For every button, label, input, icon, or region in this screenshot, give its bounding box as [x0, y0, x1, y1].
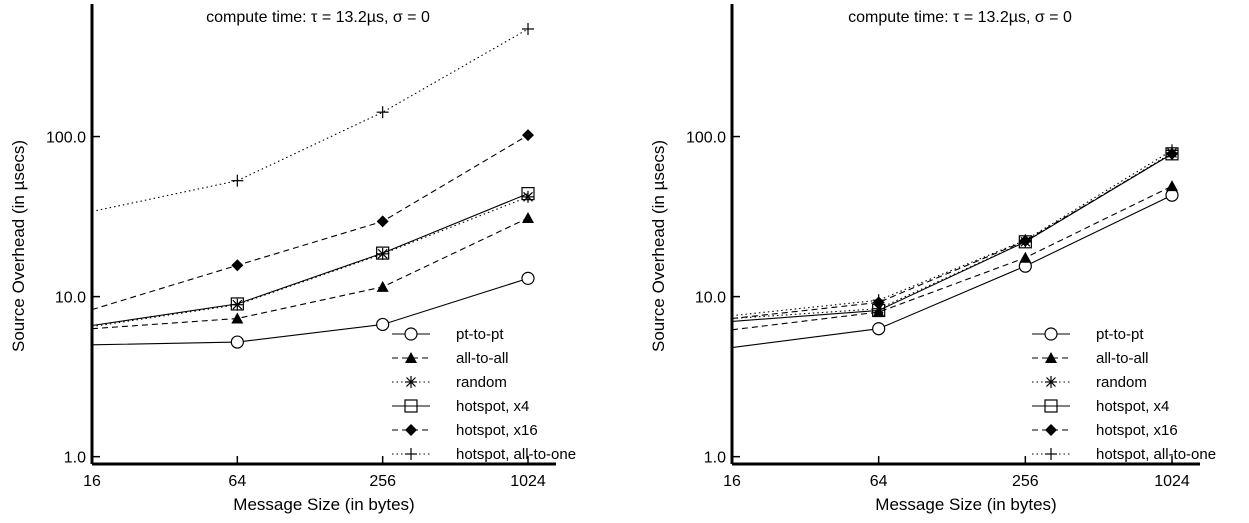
chart-right: compute time: τ = 13.2µs, σ = 0 1.0 10.0 10…	[649, 4, 1216, 514]
x-axis-label: Message Size (in bytes)	[233, 495, 414, 514]
y-axis-label: Source Overhead (in µsecs)	[649, 140, 668, 352]
data-point	[230, 297, 244, 311]
data-point	[1019, 251, 1032, 263]
legend-marker	[405, 352, 417, 363]
series-line	[91, 193, 529, 327]
series-1	[731, 180, 1178, 331]
data-point	[231, 174, 244, 187]
series-1	[91, 211, 534, 330]
data-point	[376, 247, 389, 260]
legend-marker	[1044, 399, 1058, 413]
y-tick-label: 10.0	[695, 290, 726, 307]
data-point	[522, 129, 534, 142]
y-tick-label: 100.0	[686, 130, 726, 147]
series-line	[91, 134, 529, 311]
legend-marker	[1044, 327, 1058, 341]
x-axis-label: Message Size (in bytes)	[875, 495, 1056, 514]
legend-label: hotspot, x16	[1096, 422, 1178, 439]
data-point	[376, 106, 389, 119]
series-line	[731, 185, 1173, 331]
series-4	[91, 129, 534, 311]
legend-label: all-to-all	[1096, 350, 1149, 367]
legend-label: all-to-all	[456, 350, 509, 367]
legend-marker	[405, 376, 417, 388]
legend-marker	[1045, 448, 1057, 460]
y-tick-label: 100.0	[46, 130, 86, 147]
data-point	[231, 259, 244, 272]
x-tick-label: 64	[228, 473, 246, 490]
data-point	[521, 187, 535, 201]
x-tick-label: 1024	[1154, 473, 1190, 490]
data-point	[376, 246, 390, 260]
series-5	[731, 144, 1178, 317]
series-line	[731, 153, 1173, 322]
data-point	[522, 190, 534, 203]
series-line	[91, 277, 529, 346]
series-line	[91, 196, 529, 328]
series-5	[91, 22, 534, 213]
legend-label: random	[1096, 374, 1147, 391]
series-line	[731, 152, 1173, 320]
x-tick-label: 16	[723, 473, 741, 490]
series-2	[91, 190, 534, 328]
series-line	[731, 149, 1173, 317]
chart-title: compute time: τ = 13.2µs, σ = 0	[206, 9, 430, 26]
x-tick-label: 256	[369, 473, 396, 490]
x-tick-label: 1024	[510, 473, 546, 490]
legend-marker	[404, 327, 418, 341]
legend-label: hotspot, all-to-one	[1096, 446, 1216, 463]
legend-marker	[405, 424, 417, 436]
series-line	[91, 28, 529, 213]
legend-label: hotspot, x4	[1096, 398, 1169, 415]
data-point	[231, 298, 244, 311]
data-point	[872, 322, 886, 336]
legend-label: pt-to-pt	[1096, 326, 1144, 343]
y-tick-label: 1.0	[704, 450, 726, 467]
legend: pt-to-pt all-to-all random hotspot, x4 hotsp…	[392, 326, 576, 463]
series-2	[731, 146, 1178, 320]
data-point	[522, 22, 534, 35]
series-line	[731, 194, 1173, 349]
legend-marker	[1045, 352, 1057, 363]
y-tick-label: 10.0	[55, 290, 86, 307]
series-line	[731, 153, 1173, 320]
data-point	[230, 335, 244, 349]
series-3	[731, 147, 1179, 322]
legend: pt-to-pt all-to-all random hotspot, x4 hotsp…	[1032, 326, 1216, 463]
data-point	[872, 294, 885, 307]
legend-marker	[1045, 424, 1057, 436]
series-0	[731, 188, 1179, 349]
series-0	[91, 271, 535, 349]
data-point	[376, 280, 389, 292]
legend-label: pt-to-pt	[456, 326, 504, 343]
data-point	[1166, 144, 1178, 157]
data-point	[522, 211, 534, 223]
legend-label: hotspot, x4	[456, 398, 529, 415]
legend-marker	[405, 448, 417, 460]
y-axis-label: Source Overhead (in µsecs)	[9, 140, 28, 352]
data-point	[1019, 234, 1032, 247]
data-point	[1166, 180, 1178, 192]
data-point	[376, 215, 389, 228]
legend-label: hotspot, x16	[456, 422, 538, 439]
series-3	[91, 187, 535, 327]
chart-left: compute time: τ = 13.2µs, σ = 0 1.0 10.0 10…	[9, 4, 576, 514]
legend-label: random	[456, 374, 507, 391]
data-point	[521, 271, 535, 285]
series-4	[731, 147, 1178, 320]
legend-label: hotspot, all-to-one	[456, 446, 576, 463]
y-tick-label: 1.0	[64, 450, 86, 467]
x-tick-label: 16	[83, 473, 101, 490]
series-line	[91, 217, 529, 330]
legend-marker	[404, 399, 418, 413]
data-point	[376, 317, 390, 332]
chart-title: compute time: τ = 13.2µs, σ = 0	[848, 9, 1072, 26]
x-tick-label: 64	[870, 473, 888, 490]
x-tick-label: 256	[1012, 473, 1039, 490]
legend-marker	[1045, 376, 1057, 388]
data-point	[231, 312, 244, 324]
